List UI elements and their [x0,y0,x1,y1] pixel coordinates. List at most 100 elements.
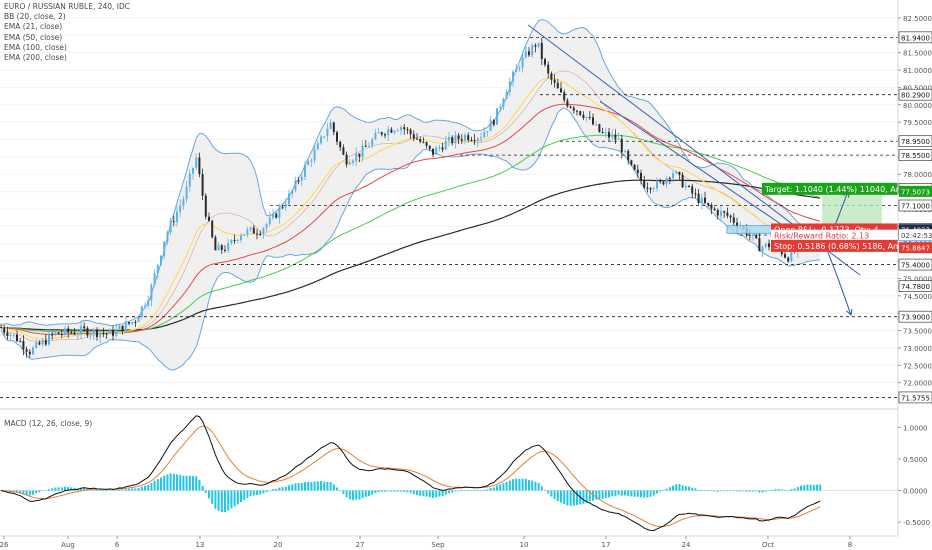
candle-body [300,176,303,181]
macd-histogram-bar [464,490,466,491]
macd-histogram-bar [640,490,642,498]
macd-histogram-bar [470,490,473,492]
macd-histogram-bar [803,485,806,491]
macd-histogram-bar [51,488,54,491]
candle-body [694,193,697,195]
macd-histogram-bar [512,479,514,491]
candle-body [112,330,114,336]
macd-histogram-bar [342,490,345,494]
candle-body [752,234,754,236]
macd-histogram-bar [601,490,604,499]
macd-histogram-bar [537,482,540,491]
macd-histogram-bar [64,486,66,491]
macd-histogram-bar [265,490,268,493]
candle-body [550,73,553,80]
macd-histogram-bar [633,490,636,497]
price-tick-label: 78.0000 [903,171,932,179]
candle-body [617,138,620,140]
macd-histogram-bar [672,485,674,491]
candle-body [262,228,265,235]
time-axis: 26 Aug 6 13 20 27 Sep 10 17 24 Oct 8 [0,536,852,549]
candle-body [342,147,345,155]
candle-body [323,136,326,138]
candle-body [601,132,604,134]
macd-histogram-bar [617,490,620,495]
indicator-bb: BB (20, close, 2) [4,12,66,22]
candle-body [700,197,703,203]
candle-body [684,185,687,188]
macd-histogram-bar [147,485,150,491]
candle-body [348,162,351,165]
candle-body [400,127,402,131]
macd-histogram-bar [729,490,732,492]
macd-histogram-bar [377,490,380,493]
price-axis: 82.500082.000081.500081.000080.500080.00… [898,15,932,404]
macd-histogram-bar [48,489,50,491]
candle-body [368,145,370,147]
time-tick-label: 24 [682,541,691,549]
candle-body [556,82,559,89]
bb-basis-line [0,70,821,342]
macd-histogram-bar [313,481,316,491]
price-label-bg [898,258,932,271]
candle-body [476,138,479,141]
macd-histogram-bar [374,490,377,494]
macd-histogram-bar [588,490,591,502]
candle-body [128,322,130,324]
macd-histogram-bar [144,485,146,491]
candle-body [416,138,418,140]
candle-body [761,246,764,252]
candle-body [307,161,310,165]
candle-body [547,64,550,74]
candle-body [614,134,617,140]
candle-body [310,160,313,162]
macd-histogram-bar [409,490,412,494]
candle-body [595,124,598,126]
macd-histogram-bar [521,478,524,491]
candle-body [3,327,6,333]
candle-body [208,216,210,221]
macd-histogram-bar [800,485,802,491]
macd-histogram-bar [384,490,386,492]
price-tick-label: 73.5000 [903,328,932,336]
macd-histogram-bar [774,489,777,491]
macd-histogram-bar [576,490,578,506]
macd-histogram-bar [809,484,812,491]
candle-body [435,147,438,155]
macd-histogram-bar [336,487,338,491]
candle-body [339,141,342,148]
macd-histogram-bar [563,490,566,505]
candle-body [406,129,409,131]
candle-body [441,147,444,150]
candle-body [726,212,729,216]
macd-histogram-bar [211,490,214,504]
indicator-ema100: EMA (100, close) [4,42,67,52]
price-label-bg [898,149,932,161]
macd-histogram-bar [131,488,134,491]
rr-label: Risk/Reward Ratio: 2.13 [774,232,869,241]
candle-body [259,233,262,235]
candle-body [6,332,9,337]
candle-body [492,120,495,125]
candle-body [172,221,175,223]
candle-body [588,116,591,118]
price-label: 81.9400 [901,34,930,42]
candle-body [121,325,124,332]
macd-histogram-bar [304,482,306,491]
macd-histogram-bar [425,490,428,497]
candle-body [710,204,713,209]
candle-body [582,114,585,119]
candle-body [486,131,489,133]
macd-histogram-bar [451,490,454,493]
macd-histogram-bar [649,490,652,497]
macd-histogram-bar [684,486,687,491]
candle-body [278,207,281,218]
candle-body [35,342,38,348]
price-label: 73.9000 [901,314,930,322]
macd-histogram-bar [368,490,370,497]
price-label: 75.8847 [901,245,930,253]
macd-histogram-bar [416,490,418,495]
candle-body [515,68,518,72]
candle-body [131,321,134,324]
